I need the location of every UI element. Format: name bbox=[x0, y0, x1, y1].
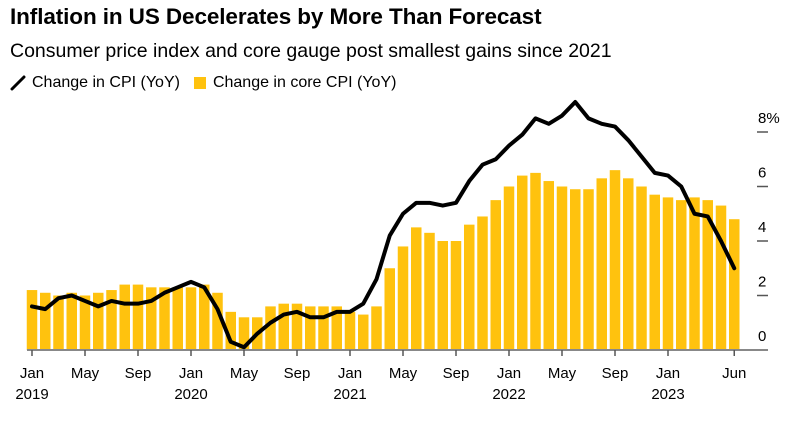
bar-2019-08 bbox=[119, 284, 130, 350]
bar-2020-05 bbox=[238, 317, 250, 350]
y-tick-label: 2 bbox=[758, 274, 766, 291]
x-tick-label: May bbox=[71, 365, 100, 382]
line-series-cpi bbox=[30, 100, 737, 350]
legend-label-core-cpi: Change in core CPI (YoY) bbox=[212, 74, 397, 91]
bar-2019-07 bbox=[106, 290, 117, 350]
bar-2019-11 bbox=[159, 287, 170, 350]
y-tick-label: 4 bbox=[758, 219, 766, 236]
bar-2020-07 bbox=[265, 306, 276, 350]
x-tick-label: May bbox=[230, 365, 259, 382]
bar-2023-01 bbox=[662, 197, 674, 350]
x-tick-year-label: 2020 bbox=[174, 386, 207, 403]
bar-2022-03 bbox=[530, 172, 541, 350]
bar-2022-01 bbox=[503, 186, 515, 350]
x-tick-year-label: 2023 bbox=[651, 386, 684, 403]
bar-2022-08 bbox=[596, 178, 607, 350]
x-tick-label: Jun bbox=[722, 365, 746, 382]
bar-2022-09 bbox=[609, 170, 621, 350]
bar-2021-09 bbox=[450, 241, 462, 350]
bar-2020-08 bbox=[278, 303, 289, 350]
bar-2022-02 bbox=[517, 175, 528, 350]
bar-2021-04 bbox=[384, 268, 395, 350]
bar-2019-02 bbox=[40, 292, 51, 350]
bar-2021-03 bbox=[371, 306, 382, 350]
bar-2023-03 bbox=[689, 197, 700, 350]
x-tick-label: Sep bbox=[125, 365, 152, 382]
bar-2019-01 bbox=[26, 290, 38, 350]
bar-2021-02 bbox=[358, 314, 369, 350]
x-tick-label: Jan bbox=[656, 365, 680, 382]
bar-2019-06 bbox=[93, 292, 104, 350]
bar-2022-06 bbox=[570, 189, 581, 350]
x-tick-label: Jan bbox=[497, 365, 521, 382]
bar-series-core-cpi bbox=[26, 170, 740, 350]
bar-2019-10 bbox=[146, 287, 157, 350]
bar-2020-02 bbox=[199, 284, 210, 350]
x-tick-label: Jan bbox=[20, 365, 44, 382]
x-tick-label: Jan bbox=[179, 365, 203, 382]
bar-2019-12 bbox=[172, 287, 183, 350]
bar-2020-03 bbox=[212, 292, 223, 350]
x-tick-label: Sep bbox=[602, 365, 629, 382]
bar-2023-02 bbox=[676, 200, 687, 350]
bar-2019-04 bbox=[66, 292, 77, 350]
x-tick-label: Jan bbox=[338, 365, 362, 382]
bar-2021-08 bbox=[437, 241, 448, 350]
bar-2022-12 bbox=[649, 194, 660, 350]
line-icon bbox=[10, 75, 26, 91]
bar-2020-11 bbox=[318, 306, 329, 350]
bar-2023-06 bbox=[729, 219, 740, 350]
bar-2023-05 bbox=[715, 205, 727, 350]
x-axis-ticks: Jan 2019 May Sep Jan 2020 May Sep Jan 2021 May Sep J… bbox=[15, 350, 746, 403]
bar-2020-10 bbox=[305, 306, 316, 350]
bar-2019-03 bbox=[53, 295, 64, 350]
legend: Change in CPI (YoY) Change in core CPI (… bbox=[10, 74, 410, 92]
x-tick-label: May bbox=[389, 365, 418, 382]
bar-2019-05 bbox=[79, 295, 91, 350]
x-tick-label: May bbox=[548, 365, 577, 382]
bar-2022-04 bbox=[543, 181, 554, 350]
bar-2021-10 bbox=[464, 224, 475, 350]
bar-2021-06 bbox=[411, 227, 422, 350]
bar-2021-01 bbox=[344, 311, 356, 350]
x-tick-year-label: 2022 bbox=[492, 386, 525, 403]
bar-2021-05 bbox=[397, 246, 409, 350]
bar-2020-09 bbox=[291, 303, 303, 350]
square-icon bbox=[193, 77, 206, 89]
bar-2022-10 bbox=[623, 178, 634, 350]
y-tick-label: 0 bbox=[758, 328, 766, 345]
chart-subtitle: Consumer price index and core gauge post… bbox=[10, 40, 612, 62]
legend-item-core-cpi: Change in core CPI (YoY) bbox=[193, 74, 397, 92]
bar-2020-12 bbox=[331, 306, 342, 350]
x-tick-label: Sep bbox=[443, 365, 470, 382]
chart-title: Inflation in US Decelerates by More Than… bbox=[10, 4, 542, 29]
bar-2023-04 bbox=[702, 200, 713, 350]
y-tick-label: 8% bbox=[758, 110, 780, 127]
y-axis-ticks: 0 2 4 6 8% bbox=[757, 110, 780, 345]
bar-2022-07 bbox=[583, 189, 594, 350]
bar-2021-11 bbox=[477, 216, 488, 350]
x-tick-year-label: 2019 bbox=[15, 386, 48, 403]
bar-2019-09 bbox=[132, 284, 144, 350]
bar-2021-12 bbox=[490, 200, 501, 350]
x-tick-year-label: 2021 bbox=[333, 386, 366, 403]
bar-2022-05 bbox=[556, 186, 568, 350]
legend-label-cpi: Change in CPI (YoY) bbox=[32, 74, 180, 91]
bar-2022-11 bbox=[636, 186, 647, 350]
bar-2020-01 bbox=[185, 287, 197, 350]
y-tick-label: 6 bbox=[758, 165, 766, 182]
legend-item-cpi: Change in CPI (YoY) bbox=[10, 74, 180, 92]
bar-2020-04 bbox=[225, 311, 236, 350]
x-tick-label: Sep bbox=[284, 365, 311, 382]
bar-2021-07 bbox=[424, 232, 435, 350]
